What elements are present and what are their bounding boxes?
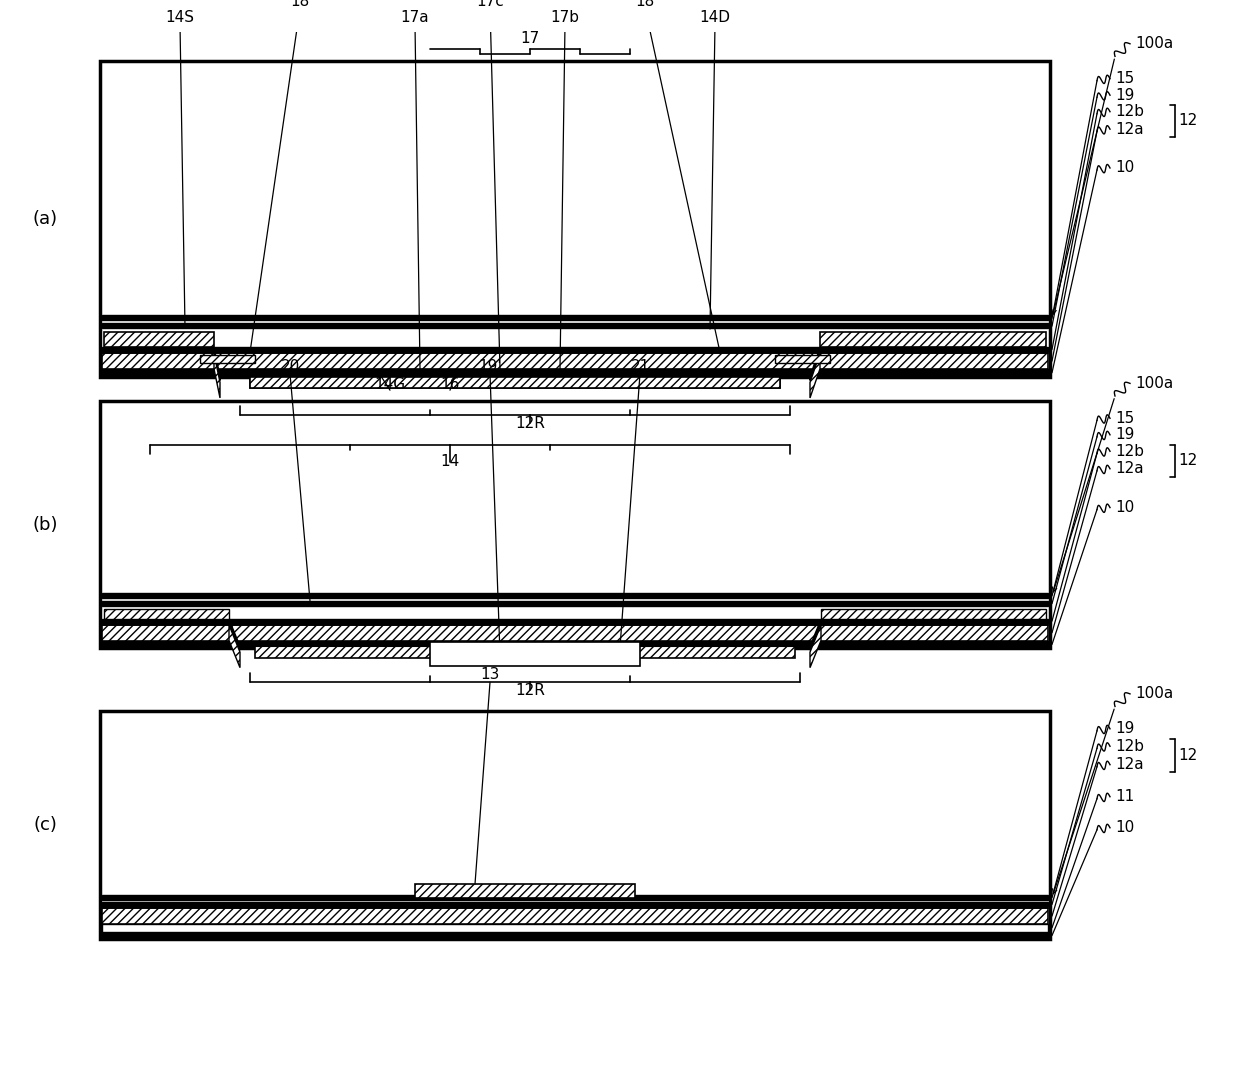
Polygon shape: [810, 625, 821, 668]
Polygon shape: [215, 354, 219, 398]
Text: 18: 18: [635, 0, 655, 9]
Bar: [415, 884, 635, 898]
Text: 17a: 17a: [401, 10, 429, 25]
Text: 19: 19: [1115, 427, 1135, 443]
Text: 100a: 100a: [1135, 686, 1173, 701]
Bar: [100, 711, 1050, 939]
Bar: [200, 355, 255, 362]
Bar: [104, 609, 229, 619]
Bar: [102, 601, 1048, 606]
Text: 17b: 17b: [551, 10, 579, 25]
Text: 17: 17: [521, 31, 539, 47]
Text: 20: 20: [280, 359, 300, 374]
Text: 12a: 12a: [1115, 757, 1143, 773]
Bar: [102, 619, 1048, 623]
Bar: [250, 372, 780, 377]
Text: 12b: 12b: [1115, 739, 1145, 754]
Text: 10: 10: [1115, 500, 1135, 515]
Bar: [250, 377, 780, 388]
Bar: [102, 316, 1048, 320]
Bar: [100, 400, 1050, 648]
Bar: [820, 332, 1047, 347]
Text: 10: 10: [1115, 160, 1135, 175]
Text: 12b: 12b: [1115, 104, 1145, 119]
Bar: [250, 369, 780, 372]
Text: 12a: 12a: [1115, 121, 1143, 136]
Text: 14G: 14G: [374, 377, 405, 392]
Text: 12R: 12R: [515, 683, 544, 698]
Bar: [102, 907, 1048, 908]
Bar: [775, 355, 830, 362]
Bar: [102, 352, 1048, 354]
Bar: [102, 924, 1048, 932]
Text: 100a: 100a: [1135, 37, 1173, 51]
Text: 19: 19: [1115, 722, 1135, 737]
Bar: [102, 324, 1048, 328]
Text: 12b: 12b: [1115, 444, 1145, 459]
Text: 14S: 14S: [165, 10, 195, 25]
Bar: [430, 643, 640, 665]
Text: 18: 18: [290, 0, 310, 9]
Bar: [100, 369, 1050, 377]
Bar: [104, 332, 215, 347]
Bar: [102, 623, 1048, 625]
Text: 12: 12: [1178, 114, 1198, 129]
Polygon shape: [229, 619, 241, 650]
Bar: [100, 641, 1050, 648]
Bar: [102, 895, 1048, 899]
Text: 16: 16: [440, 377, 460, 392]
Text: 19: 19: [1115, 88, 1135, 103]
Bar: [255, 646, 795, 658]
Polygon shape: [215, 347, 219, 381]
Text: (c): (c): [33, 816, 57, 834]
Bar: [102, 354, 1048, 369]
Text: 17c: 17c: [476, 0, 503, 9]
Bar: [100, 932, 1050, 939]
Bar: [102, 625, 1048, 641]
Polygon shape: [229, 625, 241, 668]
Text: 15: 15: [1115, 411, 1135, 426]
Bar: [102, 593, 1048, 598]
Text: 14: 14: [440, 454, 460, 470]
Bar: [821, 609, 1047, 619]
Text: 10: 10: [1115, 820, 1135, 835]
Text: 12R: 12R: [515, 415, 544, 431]
Bar: [100, 62, 1050, 377]
Text: 12: 12: [1178, 453, 1198, 469]
Bar: [102, 902, 1048, 907]
Bar: [102, 908, 1048, 924]
Bar: [102, 347, 1048, 352]
Text: 100a: 100a: [1135, 375, 1173, 391]
Text: 15: 15: [1115, 71, 1135, 87]
Bar: [255, 643, 795, 646]
Polygon shape: [810, 347, 820, 381]
Text: 12a: 12a: [1115, 461, 1143, 476]
Text: 13: 13: [480, 667, 500, 682]
Text: 21: 21: [630, 359, 650, 374]
Polygon shape: [810, 354, 820, 398]
Text: 14D: 14D: [699, 10, 730, 25]
Text: 11: 11: [1115, 789, 1135, 804]
Text: 12: 12: [1178, 748, 1198, 763]
Bar: [250, 377, 780, 388]
Text: (a): (a): [32, 210, 57, 228]
Text: (b): (b): [32, 515, 58, 533]
Text: 19': 19': [479, 359, 502, 374]
Polygon shape: [810, 619, 821, 650]
